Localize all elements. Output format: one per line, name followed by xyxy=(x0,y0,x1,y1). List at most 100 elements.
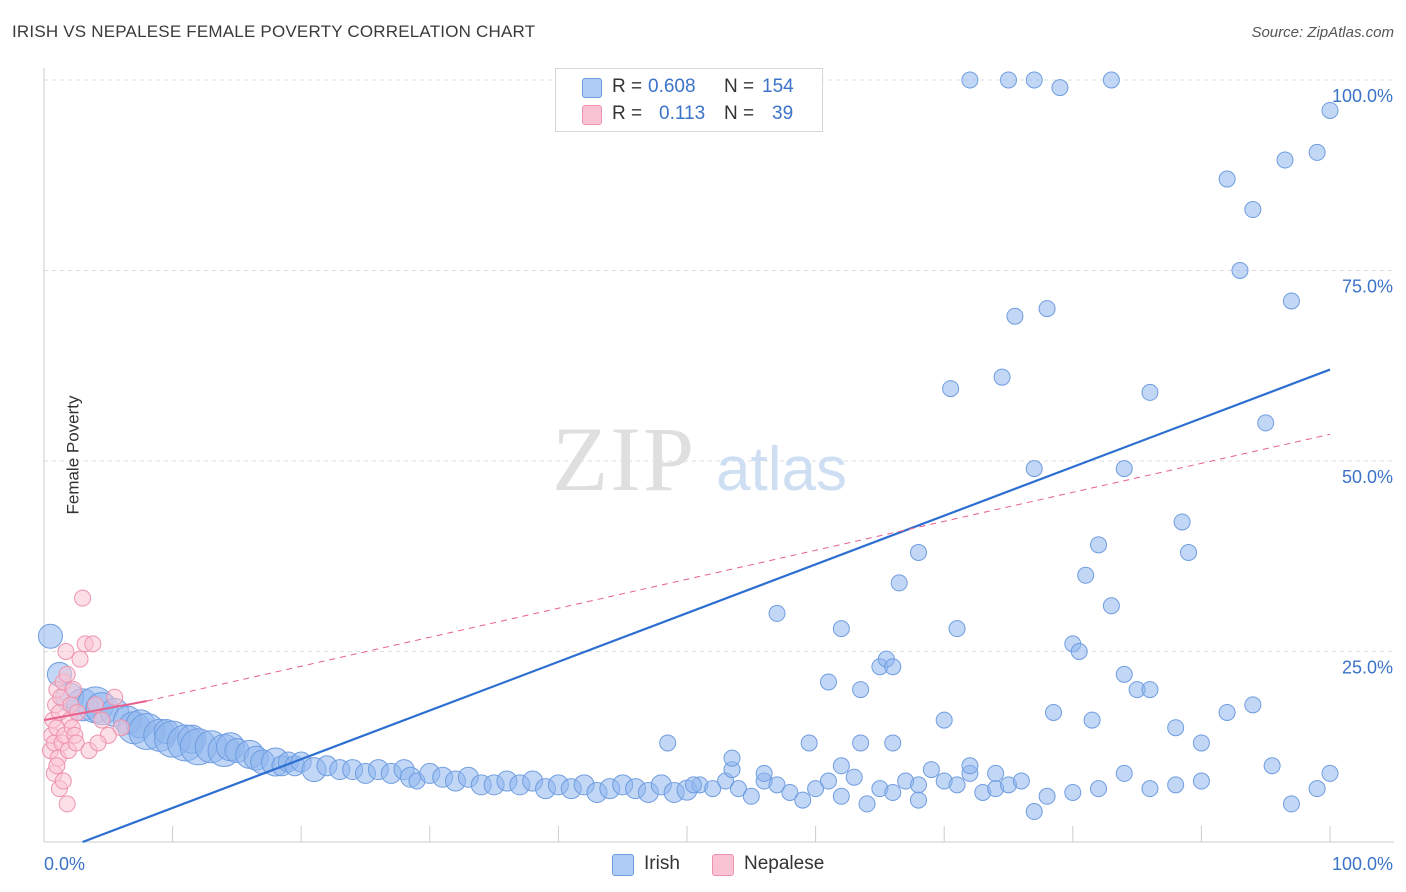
irish-point xyxy=(852,681,870,699)
legend-r-value: 0.608 xyxy=(648,76,696,97)
irish-point xyxy=(1308,143,1326,161)
irish-point xyxy=(1045,703,1063,721)
irish-point xyxy=(1141,681,1159,699)
y-tick-label: 75.0% xyxy=(1342,277,1393,297)
irish-point xyxy=(807,780,825,798)
legend-r-value: 0.113 xyxy=(659,103,706,124)
x-tick-label: 0.0% xyxy=(44,854,85,874)
irish-point xyxy=(723,749,741,767)
irish-point xyxy=(884,658,902,676)
irish-point xyxy=(987,764,1005,782)
irish-point xyxy=(1077,566,1095,584)
y-axis-tick-labels: 25.0% 50.0% 75.0% 100.0% xyxy=(1332,86,1393,678)
y-tick-label: 25.0% xyxy=(1342,658,1393,678)
nepalese-point xyxy=(58,795,76,813)
irish-point xyxy=(832,620,850,638)
nepalese-point xyxy=(89,734,107,752)
nepalese-point xyxy=(48,757,66,775)
irish-point xyxy=(1000,71,1017,89)
irish-point xyxy=(729,780,747,798)
y-tick-label: 50.0% xyxy=(1342,467,1393,487)
watermark-atlas: atlas xyxy=(716,435,847,504)
irish-point xyxy=(1038,787,1056,805)
x-axis-tick-labels: 0.0% 100.0% xyxy=(44,854,1393,874)
irish-point xyxy=(794,791,812,809)
legend-label-nepalese: Nepalese xyxy=(744,853,825,874)
x-tick-label: 100.0% xyxy=(1332,854,1393,874)
irish-point xyxy=(948,776,966,794)
irish-point xyxy=(1102,597,1120,615)
irish-point xyxy=(1025,803,1043,821)
irish-point xyxy=(1321,764,1339,782)
irish-point xyxy=(37,623,63,649)
irish-point xyxy=(1038,300,1056,318)
nepalese-point xyxy=(112,719,130,737)
nepalese-point xyxy=(84,635,102,653)
irish-point xyxy=(659,734,677,752)
irish-point xyxy=(1263,757,1281,775)
y-axis-label: Female Poverty xyxy=(63,395,83,515)
nepalese-point xyxy=(58,665,76,683)
irish-point xyxy=(1282,292,1300,310)
irish-point xyxy=(755,764,773,782)
irish-point xyxy=(961,757,979,775)
irish-point xyxy=(1090,536,1108,554)
irish-point xyxy=(1115,460,1133,478)
nepalese-point xyxy=(57,643,75,660)
legend-stats: R = 0.608 N = 154 R = 0.113 N = 39 xyxy=(555,68,823,132)
nepalese-point xyxy=(65,681,83,699)
irish-point xyxy=(1282,795,1300,813)
irish-point xyxy=(1115,764,1133,782)
watermark-zip: ZIP xyxy=(552,408,696,510)
irish-point xyxy=(858,795,876,813)
irish-point xyxy=(768,776,786,794)
irish-point xyxy=(1083,711,1101,729)
legend-swatch-nepalese xyxy=(712,854,734,876)
irish-point xyxy=(1257,414,1275,432)
legend-n-value: 39 xyxy=(772,103,794,124)
irish-point xyxy=(1070,643,1088,660)
irish-point xyxy=(1244,696,1262,714)
nepalese-point xyxy=(67,734,85,752)
irish-point xyxy=(742,787,760,805)
legend-r-label: R = xyxy=(612,76,643,97)
legend-swatch-irish xyxy=(612,854,634,876)
irish-point xyxy=(1012,772,1030,790)
grid-lines xyxy=(44,79,1394,652)
irish-point xyxy=(832,757,850,775)
series-irish-points xyxy=(37,71,1339,821)
legend-swatch-irish xyxy=(582,78,602,98)
irish-point xyxy=(909,543,927,561)
nepalese-point xyxy=(106,688,124,706)
legend-swatch-nepalese xyxy=(582,105,602,125)
irish-point xyxy=(909,791,927,809)
irish-point xyxy=(1006,307,1024,325)
irish-point xyxy=(884,783,902,801)
irish-point xyxy=(1276,151,1294,169)
irish-point xyxy=(684,776,702,794)
irish-point xyxy=(1115,665,1133,683)
nepalese-trend-solid xyxy=(43,700,148,722)
irish-point xyxy=(1192,734,1210,752)
irish-point xyxy=(1025,460,1043,478)
legend-row-irish: R = 0.608 N = 154 xyxy=(556,74,822,100)
chart-title: IRISH VS NEPALESE FEMALE POVERTY CORRELA… xyxy=(12,22,536,41)
irish-point xyxy=(1180,543,1198,561)
irish-point xyxy=(1231,262,1249,279)
legend-n-label: N = xyxy=(724,76,755,97)
irish-trend-line xyxy=(82,368,1331,844)
nepalese-trend-dashed xyxy=(146,433,1331,702)
irish-point xyxy=(1321,101,1339,119)
legend-row-nepalese: R = 0.113 N = 39 xyxy=(556,101,822,127)
irish-point xyxy=(942,380,960,398)
legend-r-label: R = xyxy=(612,103,643,124)
irish-point xyxy=(909,776,927,794)
irish-point xyxy=(993,368,1011,386)
trend-lines xyxy=(43,368,1331,844)
irish-point xyxy=(852,734,870,752)
irish-point xyxy=(819,673,837,691)
irish-point xyxy=(1025,71,1043,89)
irish-point xyxy=(1173,513,1191,531)
irish-point xyxy=(1141,780,1159,798)
